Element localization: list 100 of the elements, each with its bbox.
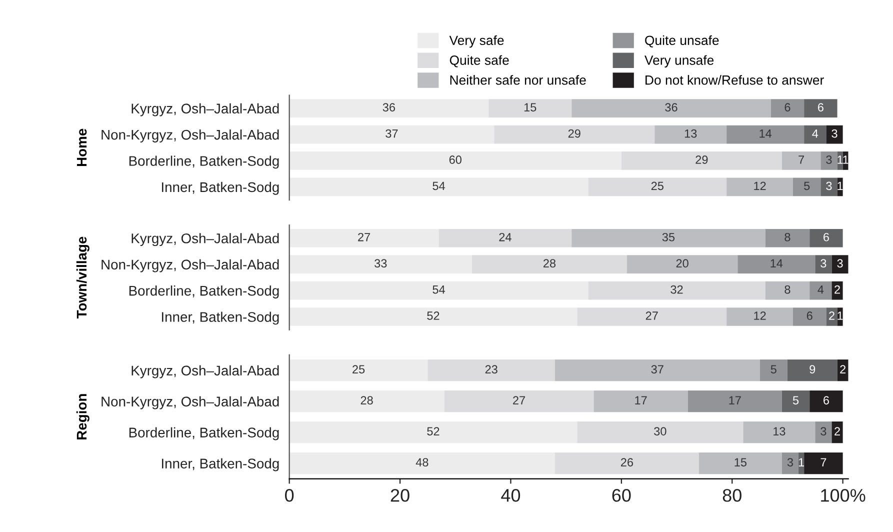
- data-label: 35: [662, 232, 675, 242]
- data-label: 7: [798, 156, 804, 164]
- bar: [738, 255, 816, 274]
- legend-label: Quite safe: [450, 55, 509, 68]
- data-label: 2: [834, 427, 840, 436]
- data-label: 3: [837, 259, 843, 268]
- bar: [444, 390, 594, 412]
- bar: [743, 421, 816, 444]
- bar: [782, 390, 810, 412]
- legend-label: Do not know/Refuse to answer: [646, 75, 824, 85]
- bar: [810, 281, 832, 300]
- data-label: 27: [358, 232, 370, 242]
- x-tick-label: 60: [612, 489, 631, 502]
- y-tick-label: Borderline, Batken-Sodg: [129, 156, 279, 169]
- data-label: 52: [427, 427, 440, 436]
- bar: [688, 390, 782, 412]
- data-label: 6: [784, 103, 790, 112]
- data-label: 25: [651, 182, 664, 190]
- bar: [765, 281, 810, 300]
- data-label: 17: [729, 396, 741, 404]
- data-label: 54: [432, 182, 445, 190]
- data-label: 3: [826, 182, 832, 190]
- bar: [289, 281, 588, 300]
- data-label: 6: [824, 232, 829, 242]
- data-label: 1: [838, 182, 843, 190]
- bar: [289, 228, 439, 248]
- data-label: 2: [834, 285, 840, 294]
- x-tick-label: 0: [285, 489, 294, 502]
- bar: [765, 228, 810, 248]
- data-label: 5: [792, 396, 799, 404]
- y-tick-label: Non-Kyrgyz, Osh–Jalal-Abad: [102, 259, 279, 272]
- data-label: 23: [485, 365, 498, 374]
- legend-label: Very unsafe: [644, 55, 714, 68]
- data-label: 6: [806, 312, 812, 320]
- data-label: 27: [513, 396, 525, 404]
- bar: [572, 99, 771, 118]
- y-axis-title: Region: [76, 394, 90, 440]
- bar: [820, 152, 838, 170]
- bar: [289, 390, 444, 412]
- x-tick-label: 40: [501, 489, 520, 502]
- data-label: 14: [770, 259, 783, 268]
- bar: [588, 178, 727, 196]
- y-tick-label: Borderline, Batken-Sodg: [129, 427, 279, 440]
- bar: [726, 308, 793, 326]
- data-label: 2: [840, 365, 846, 374]
- bar: [826, 308, 838, 326]
- bar: [289, 125, 494, 144]
- x-tick-label: 100%: [821, 489, 866, 502]
- bar: [793, 178, 821, 196]
- data-label: 27: [646, 312, 658, 320]
- y-tick-label: Kyrgyz, Osh–Jalal-Abad: [132, 365, 279, 378]
- bar: [782, 452, 799, 474]
- data-label: 25: [352, 365, 365, 374]
- data-label: 17: [635, 396, 647, 404]
- data-label: 37: [386, 129, 398, 138]
- data-label: 7: [820, 458, 826, 466]
- bar: [810, 390, 843, 412]
- data-label: 20: [676, 259, 688, 268]
- data-label: 5: [770, 365, 776, 374]
- bar: [804, 99, 838, 118]
- bar: [438, 228, 572, 248]
- data-label: 60: [449, 156, 462, 164]
- bar: [289, 452, 556, 474]
- data-label: 48: [416, 458, 428, 466]
- bar: [494, 125, 655, 144]
- data-label: 3: [820, 259, 826, 268]
- bar: [289, 255, 472, 274]
- y-tick-label: Inner, Batken-Sodg: [162, 182, 279, 195]
- data-label: 3: [832, 129, 838, 138]
- bar: [770, 99, 804, 118]
- data-label: 54: [432, 285, 445, 294]
- data-label: 1: [798, 458, 804, 466]
- data-label: 1: [843, 156, 848, 164]
- bar: [782, 152, 821, 170]
- legend-label: Neither safe nor unsafe: [450, 75, 586, 85]
- bar: [588, 281, 766, 300]
- bar: [577, 308, 727, 326]
- y-axis-title: Home: [76, 128, 87, 166]
- data-label: 4: [812, 129, 818, 138]
- bar: [793, 308, 826, 326]
- legend-label: Very safe: [449, 35, 504, 48]
- bar: [698, 452, 782, 474]
- bar: [289, 178, 588, 196]
- data-label: 13: [774, 427, 786, 436]
- bar: [577, 421, 744, 444]
- y-tick-label: Inner, Batken-Sodg: [162, 312, 279, 325]
- y-tick-label: Borderline, Batken-Sodg: [129, 286, 279, 298]
- bar: [572, 228, 766, 248]
- bar: [594, 390, 688, 412]
- data-label: 14: [760, 129, 772, 138]
- bar: [555, 359, 760, 382]
- data-label: 9: [810, 365, 816, 374]
- data-label: 1: [838, 312, 843, 320]
- data-label: 36: [665, 103, 678, 112]
- legend-label: Quite unsafe: [645, 35, 719, 48]
- data-label: 3: [820, 427, 826, 436]
- bar: [832, 255, 848, 274]
- data-label: 52: [427, 312, 440, 320]
- data-label: 30: [654, 427, 666, 436]
- bar: [760, 359, 788, 382]
